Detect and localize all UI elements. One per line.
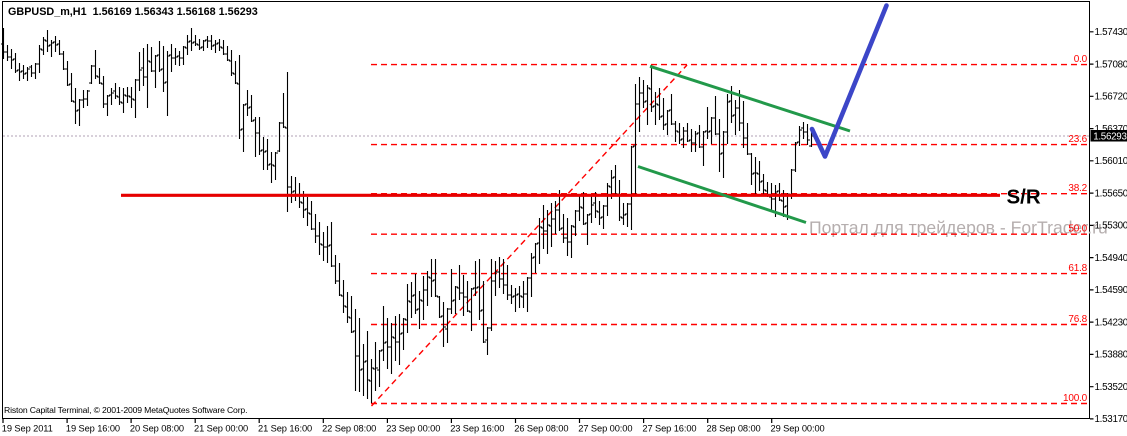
svg-text:27 Sep 00:00: 27 Sep 00:00 <box>578 424 632 434</box>
svg-text:Портал для трейдеров - ForTrad: Портал для трейдеров - ForTrader.ru <box>809 218 1108 238</box>
svg-text:1.54590: 1.54590 <box>1095 285 1127 296</box>
svg-text:1.53880: 1.53880 <box>1095 350 1127 361</box>
svg-text:50.0: 50.0 <box>1068 224 1087 235</box>
svg-text:21 Sep 00:00: 21 Sep 00:00 <box>194 424 248 434</box>
svg-text:100.0: 100.0 <box>1063 393 1088 404</box>
svg-text:29 Sep 00:00: 29 Sep 00:00 <box>771 424 825 434</box>
svg-text:20 Sep 08:00: 20 Sep 08:00 <box>130 424 184 434</box>
svg-text:1.56720: 1.56720 <box>1095 92 1127 103</box>
svg-text:GBPUSD_m,H1 1.56169 1.56343 1: GBPUSD_m,H1 1.56169 1.56343 1.56168 1.56… <box>8 6 258 18</box>
svg-text:0.0: 0.0 <box>1074 54 1088 65</box>
svg-text:23.6: 23.6 <box>1068 134 1087 145</box>
svg-text:1.57430: 1.57430 <box>1095 27 1127 38</box>
svg-text:1.56293: 1.56293 <box>1093 132 1127 143</box>
svg-text:1.54940: 1.54940 <box>1095 253 1127 264</box>
svg-text:1.57080: 1.57080 <box>1095 59 1127 70</box>
svg-text:1.53520: 1.53520 <box>1095 382 1127 393</box>
svg-text:1.56370: 1.56370 <box>1095 124 1127 135</box>
svg-text:27 Sep 16:00: 27 Sep 16:00 <box>642 424 696 434</box>
svg-text:19 Sep 2011: 19 Sep 2011 <box>2 424 53 434</box>
svg-text:1.55650: 1.55650 <box>1095 188 1127 199</box>
svg-text:26 Sep 08:00: 26 Sep 08:00 <box>514 424 568 434</box>
svg-text:S/R: S/R <box>1007 186 1041 209</box>
svg-text:22 Sep 08:00: 22 Sep 08:00 <box>322 424 376 434</box>
svg-text:1.56010: 1.56010 <box>1095 156 1127 167</box>
svg-text:61.8: 61.8 <box>1068 263 1087 274</box>
svg-text:76.8: 76.8 <box>1068 314 1087 325</box>
svg-text:1.55300: 1.55300 <box>1095 221 1127 232</box>
svg-text:28 Sep 08:00: 28 Sep 08:00 <box>707 424 761 434</box>
svg-text:1.53170: 1.53170 <box>1095 414 1127 425</box>
svg-text:38.2: 38.2 <box>1068 183 1087 194</box>
svg-text:Riston Capital Terminal, © 200: Riston Capital Terminal, © 2001-2009 Met… <box>4 405 247 415</box>
svg-text:23 Sep 16:00: 23 Sep 16:00 <box>450 424 504 434</box>
svg-text:21 Sep 16:00: 21 Sep 16:00 <box>258 424 312 434</box>
svg-text:19 Sep 16:00: 19 Sep 16:00 <box>66 424 120 434</box>
svg-text:1.54230: 1.54230 <box>1095 317 1127 328</box>
svg-text:23 Sep 00:00: 23 Sep 00:00 <box>386 424 440 434</box>
